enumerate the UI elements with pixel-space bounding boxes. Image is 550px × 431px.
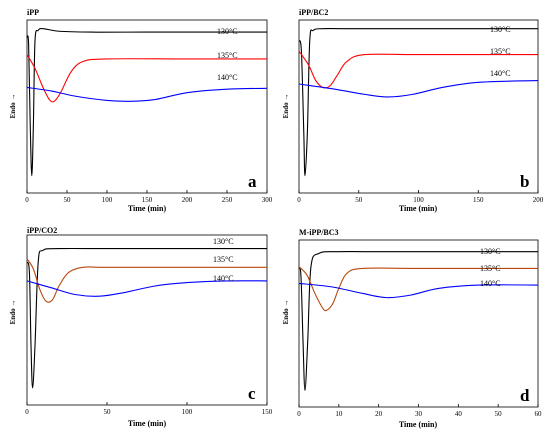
panel-a-label-130c: 130°C [217,27,238,36]
panel-d-plot-area [298,239,539,408]
panel-c-series-line-1 [26,258,268,303]
panel-d-letter: d [520,386,530,405]
panel-a-x-tick-label: 100 [102,196,113,204]
panel-b-x-tick-label: 0 [297,196,301,204]
panel-a-x-tick-label: 150 [142,196,153,204]
panel-a-x-tick-label: 0 [25,196,29,204]
panel-b-x-tick-label: 150 [473,196,484,204]
panel-a-series [26,28,268,177]
panel-b-label-140c: 140°C [490,69,511,78]
panel-c-x-tick-label: 0 [25,408,29,416]
panel-c-x-tick-label: 150 [262,408,273,416]
panel-d: M-iPP/BC3 0 10 20 30 40 50 60 130°C 135°C 140°… [282,228,542,429]
panel-d-label-135c: 135°C [480,264,501,273]
panel-a-xlabel: Time (min) [128,204,167,213]
panel-d-label-130c: 130°C [480,247,501,256]
panel-a-x-tick-label: 50 [64,196,72,204]
panel-a-series-line-2 [26,86,268,102]
panel-a-label-135c: 135°C [217,51,238,60]
panel-a-series-line-0 [26,28,267,177]
panel-c-plot-area [26,234,268,406]
panel-a-ticks: 0 50 100 150 200 250 300 [25,190,273,204]
panel-d-series-line-0 [298,251,538,391]
panel-d-x-tick-label: 0 [297,410,301,418]
panel-c-label-135c: 135°C [213,255,234,264]
panel-d-x-tick-label: 10 [335,410,343,418]
panel-c-ylabel: Endo → [9,300,17,325]
panel-a-ylabel: Endo → [9,94,17,119]
panel-b-title: iPP/BC2 [299,8,328,17]
panel-c-series-line-0 [26,247,267,389]
panel-d-x-tick-label: 60 [535,410,543,418]
panel-c-letter: c [248,384,256,403]
panel-d-ticks: 0 10 20 30 40 50 60 [297,404,542,418]
panel-b-label-135c: 135°C [490,47,511,56]
panel-d-series [298,251,539,391]
panel-a-x-tick-label: 300 [262,196,273,204]
panel-c-xlabel: Time (min) [128,419,167,428]
panel-b-ticks: 0 50 100 150 200 [297,190,544,204]
panel-d-label-140c: 140°C [480,279,501,288]
panel-c-title: iPP/CO2 [27,226,57,235]
panel-c-label-140c: 140°C [213,274,234,283]
panel-a-title: iPP [27,8,39,17]
panel-c: iPP/CO2 0 50 100 150 130°C 135°C 140°C c Ti… [9,226,273,428]
panel-c-series [26,247,268,389]
panel-d-x-tick-label: 40 [455,410,463,418]
panel-a-label-140c: 140°C [217,73,238,82]
panel-b-series [298,27,539,177]
panel-b-series-line-0 [298,27,538,177]
panel-a-plot-area [26,19,268,194]
panel-a: iPP 0 50 100 150 200 250 300 130°C 135°C 140°C… [9,8,273,213]
panel-b-x-tick-label: 100 [413,196,424,204]
panel-b-xlabel: Time (min) [399,204,438,213]
panel-d-series-line-2 [298,282,539,299]
panel-d-title: M-iPP/BC3 [299,228,339,237]
panel-b: iPP/BC2 0 50 100 150 200 130°C 135°C 140°C b… [282,8,544,213]
panel-c-ticks: 0 50 100 150 [25,402,273,416]
panel-d-x-tick-label: 50 [495,410,503,418]
panel-b-plot-area [298,19,539,194]
panel-c-series-line-2 [26,280,268,297]
panel-b-x-tick-label: 50 [355,196,363,204]
panel-b-x-tick-label: 200 [533,196,544,204]
panel-d-ylabel: Endo → [282,300,290,325]
panel-d-series-line-1 [298,266,538,312]
panel-b-ylabel: Endo → [282,94,290,119]
panel-a-x-tick-label: 200 [182,196,193,204]
panel-b-label-130c: 130°C [490,25,511,34]
panel-b-series-line-1 [298,50,538,89]
panel-c-x-tick-label: 50 [104,408,112,416]
panel-b-letter: b [520,172,529,191]
panel-d-xlabel: Time (min) [399,420,438,429]
panel-d-x-tick-label: 30 [415,410,423,418]
panel-d-x-tick-label: 20 [375,410,383,418]
panel-b-series-line-2 [298,80,539,98]
panel-a-letter: a [248,172,257,191]
panel-c-label-130c: 130°C [213,237,234,246]
panel-c-x-tick-label: 100 [182,408,193,416]
panel-a-x-tick-label: 250 [222,196,233,204]
